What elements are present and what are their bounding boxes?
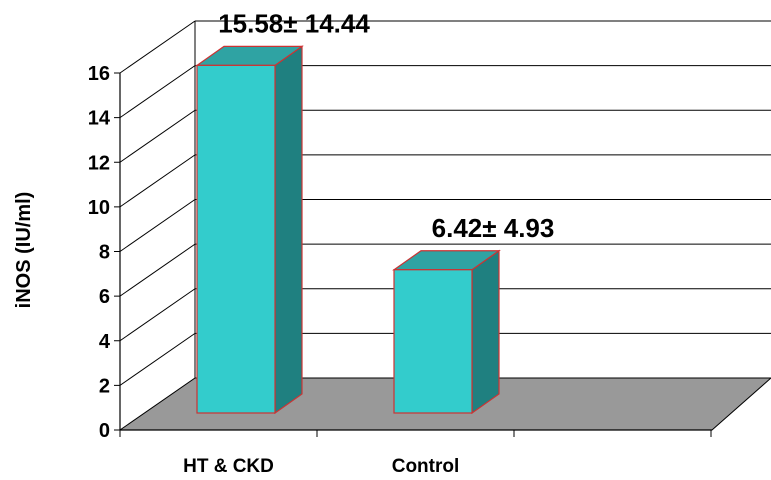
bar-1 [392,249,501,415]
gridline-left-wall [119,288,196,342]
y-tick-label: 14 [88,108,111,130]
data-label-1: 6.42± 4.93 [432,213,555,243]
category-label-1: Control [392,456,460,477]
y-tick-label: 16 [88,63,110,85]
bar-front-face [393,269,473,414]
y-tick-label: 4 [99,331,111,353]
bar-0 [195,45,304,415]
y-tick-label: 8 [99,242,110,264]
category-label-0: HT & CKD [183,456,274,477]
y-axis-title: iNOS (IU/ml) [13,192,35,309]
gridline-left-wall [119,199,196,252]
bars [195,45,501,415]
gridline-left-wall [119,154,196,208]
y-tick-label: 2 [99,375,110,397]
gridline-left-wall [119,65,196,119]
y-tick-label: 12 [88,152,110,174]
labels: 15.58± 14.44 HT & CKD 6.42± 4.93 Control [183,8,554,477]
y-tick-label: 0 [99,420,110,442]
y-axis: 0 2 4 6 8 10 12 14 16 [88,63,712,442]
gridline-left-wall [119,243,196,297]
y-tick-label: 6 [99,286,110,308]
gridline-left-wall [119,20,196,74]
gridline-left-wall [119,332,196,386]
gridline-left-wall [119,109,196,163]
data-label-0: 15.58± 14.44 [218,8,370,38]
bar-side-face [274,45,303,415]
bar-side-face [471,249,500,415]
bar-front-face [196,64,276,414]
y-tick-label: 10 [88,197,110,219]
